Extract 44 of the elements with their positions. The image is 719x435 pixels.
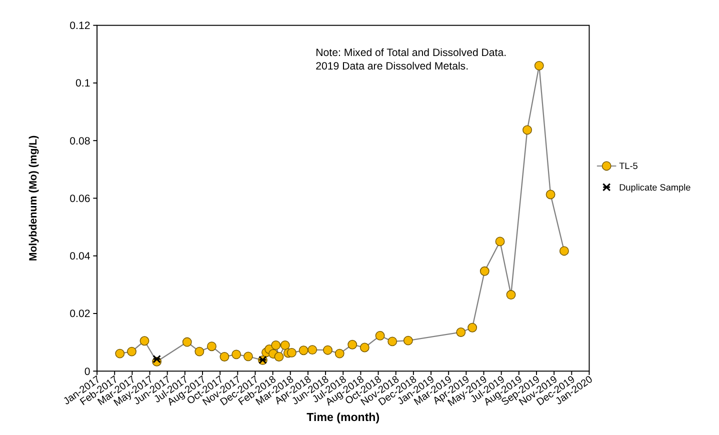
legend-label: TL-5 bbox=[619, 161, 638, 172]
y-tick-label: 0 bbox=[84, 366, 90, 378]
point bbox=[298, 346, 308, 356]
point bbox=[286, 348, 296, 358]
legend-label: Duplicate Sample bbox=[619, 182, 691, 192]
annotation: Note: Mixed of Total and Dissolved Data. 2019 Data are Dissolved Metals. bbox=[316, 47, 507, 73]
point bbox=[308, 345, 318, 355]
y-tick-label: 0.04 bbox=[70, 250, 90, 263]
point bbox=[468, 322, 478, 332]
point bbox=[182, 337, 192, 347]
point bbox=[456, 328, 466, 337]
y-tick-label: 0.06 bbox=[70, 192, 90, 205]
point bbox=[506, 290, 516, 300]
y-tick-label: 0.02 bbox=[70, 308, 90, 320]
point bbox=[480, 266, 490, 276]
point bbox=[348, 340, 358, 350]
point bbox=[271, 340, 281, 350]
point bbox=[388, 336, 398, 346]
point bbox=[334, 348, 344, 358]
y-tick-label: 0.1 bbox=[76, 78, 90, 90]
point bbox=[360, 342, 370, 352]
point bbox=[115, 348, 125, 358]
y-tick-label: 0.12 bbox=[70, 20, 90, 32]
point bbox=[280, 340, 290, 350]
point bbox=[220, 352, 230, 362]
point bbox=[495, 236, 505, 246]
y-axis-title: Molybdenum (Mo) (mg/L) bbox=[27, 135, 40, 262]
point bbox=[140, 336, 150, 346]
point bbox=[559, 246, 569, 256]
point bbox=[403, 336, 413, 346]
point bbox=[152, 354, 161, 364]
point bbox=[232, 350, 242, 360]
x-axis-title: Time (month) bbox=[306, 412, 380, 424]
y-tick-label: 0.08 bbox=[70, 135, 90, 148]
point bbox=[194, 346, 204, 356]
point bbox=[323, 345, 332, 355]
point bbox=[207, 342, 216, 352]
point bbox=[274, 352, 284, 362]
point bbox=[127, 346, 136, 356]
point bbox=[546, 190, 556, 200]
point bbox=[375, 330, 385, 340]
point bbox=[522, 125, 532, 135]
point bbox=[534, 60, 544, 70]
point bbox=[243, 352, 253, 362]
